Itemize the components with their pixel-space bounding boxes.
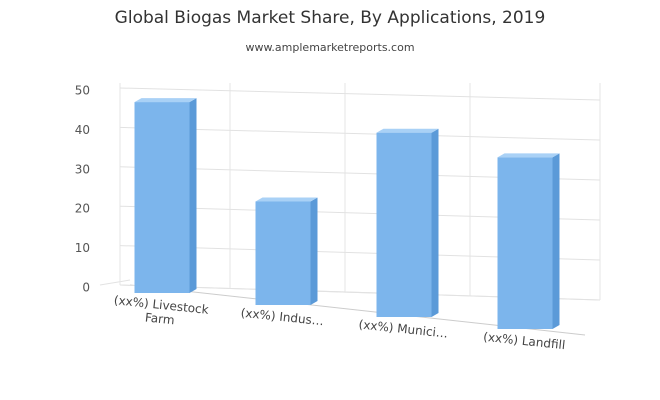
bar-front [255,201,311,305]
y-tick-label: 30 [75,162,90,176]
bar [497,153,560,329]
y-tick-label: 20 [75,202,90,216]
bar [376,128,439,317]
bar-side [189,98,197,293]
bar-front [134,102,190,293]
bar-top [134,98,197,103]
bar-side [310,197,318,305]
bar-top [376,128,439,133]
bar-front [497,157,553,329]
chart-subtitle: www.amplemarketreports.com [245,41,414,54]
y-tick-label: 10 [75,241,90,255]
bar [134,98,197,293]
y-tick-label: 40 [75,123,90,137]
bar-top [497,153,560,158]
bar-side [431,128,439,317]
y-tick-label: 0 [82,281,90,295]
grid-line [119,87,601,101]
bar-front [376,132,432,317]
floor-line [99,279,131,286]
y-tick-label: 50 [75,84,90,98]
grid-line [119,126,601,141]
bar-top [255,197,318,202]
bar-side [552,153,560,329]
bar [255,197,318,305]
chart-title: Global Biogas Market Share, By Applicati… [115,8,546,28]
